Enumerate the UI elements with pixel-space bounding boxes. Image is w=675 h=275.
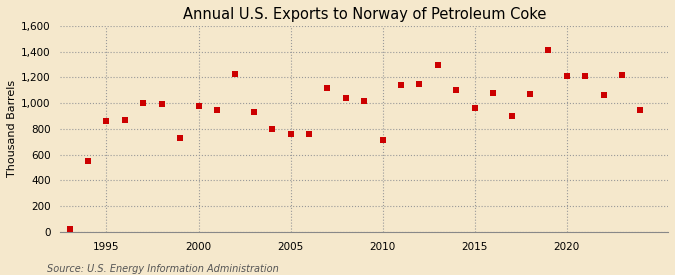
Point (101, 119, 112, 123)
Point (230, 71, 241, 76)
Point (82, 159, 93, 163)
Point (562, 74, 572, 78)
Point (451, 88, 462, 92)
Point (286, 132, 296, 136)
Point (506, 114, 517, 118)
Point (580, 74, 591, 78)
Point (175, 136, 186, 140)
Point (248, 110, 259, 114)
Point (469, 106, 480, 111)
Point (193, 103, 204, 108)
Point (488, 91, 499, 95)
Point (304, 132, 315, 136)
Point (524, 92, 535, 96)
Y-axis label: Thousand Barrels: Thousand Barrels (7, 80, 17, 177)
Text: Source: U.S. Energy Information Administration: Source: U.S. Energy Information Administ… (47, 264, 279, 274)
Title: Annual U.S. Exports to Norway of Petroleum Coke: Annual U.S. Exports to Norway of Petrole… (182, 7, 546, 22)
Point (157, 102, 167, 107)
Point (414, 82, 425, 86)
Point (359, 98, 370, 103)
Point (340, 96, 351, 100)
Point (322, 86, 333, 90)
Point (119, 118, 130, 122)
Point (64, 227, 75, 232)
Point (138, 101, 148, 105)
Point (635, 107, 646, 112)
Point (396, 83, 406, 87)
Point (598, 93, 609, 98)
Point (433, 62, 443, 67)
Point (267, 127, 277, 131)
Point (617, 73, 628, 77)
Point (211, 107, 222, 112)
Point (377, 138, 388, 143)
Point (543, 48, 554, 53)
